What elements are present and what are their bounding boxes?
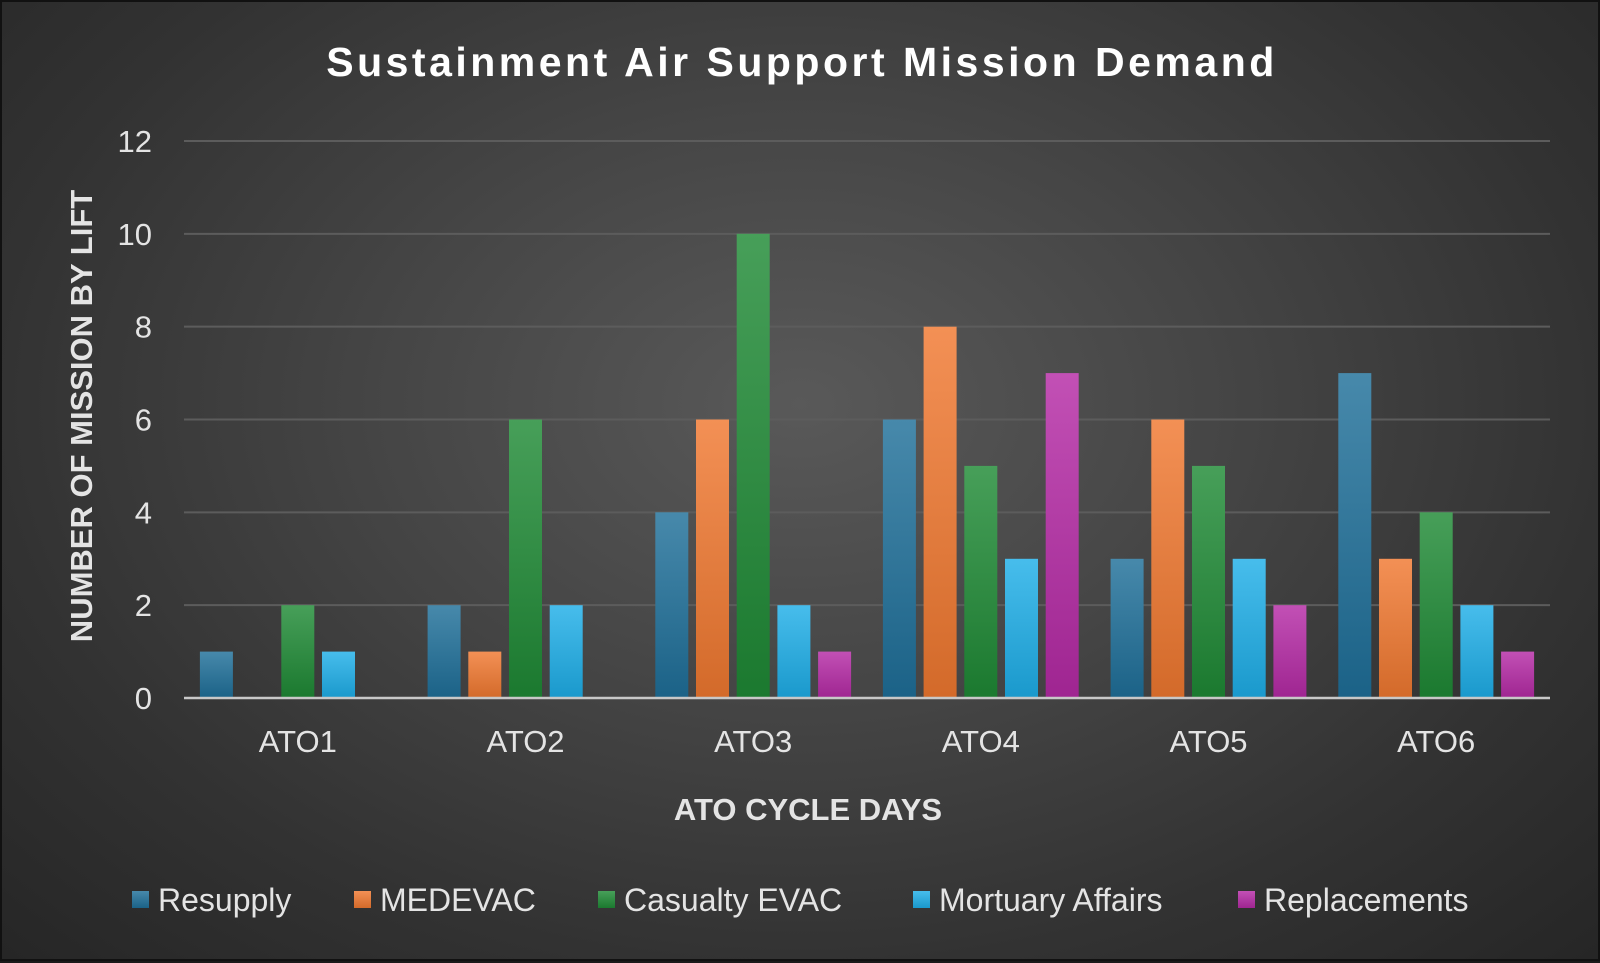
- bar-medevac-ato2: [468, 651, 502, 698]
- y-tick-label: 12: [118, 124, 152, 159]
- bar-casualty-evac-ato5: [1192, 465, 1225, 698]
- bar-replacements-ato4: [1045, 373, 1079, 698]
- bar-mortuary-affairs-ato3: [777, 605, 811, 698]
- legend-label: Mortuary Affairs: [939, 882, 1162, 918]
- legend-label: Casualty EVAC: [624, 882, 842, 918]
- bar-casualty-evac-ato2: [509, 419, 542, 698]
- bar-resupply-ato2: [427, 605, 461, 698]
- legend-swatch: [354, 891, 371, 908]
- y-tick-label: 0: [135, 681, 152, 716]
- bar-medevac-ato3: [696, 419, 729, 698]
- chart-title: Sustainment Air Support Mission Demand: [326, 39, 1278, 85]
- x-tick-label: ATO1: [259, 724, 337, 759]
- bar-casualty-evac-ato6: [1419, 512, 1453, 698]
- legend-swatch: [913, 891, 930, 908]
- bar-replacements-ato3: [818, 651, 852, 698]
- legend-label: Replacements: [1264, 882, 1469, 918]
- bar-replacements-ato5: [1273, 605, 1307, 698]
- bar-medevac-ato4: [923, 326, 957, 698]
- legend-swatch: [598, 891, 615, 908]
- y-axis-title: NUMBER OF MISSION BY LIFT: [64, 190, 99, 642]
- x-axis-title: ATO CYCLE DAYS: [674, 792, 942, 827]
- bar-casualty-evac-ato3: [736, 233, 770, 699]
- x-tick-label: ATO6: [1397, 724, 1475, 759]
- bars: [199, 233, 1535, 699]
- y-tick-label: 8: [135, 310, 152, 345]
- legend: Resupply MEDEVAC Casualty EVAC Mortuary Aff…: [132, 882, 1469, 918]
- legend-swatch: [1238, 891, 1255, 908]
- bar-resupply-ato1: [199, 651, 233, 698]
- x-axis-ticks: ATO1 ATO2 ATO3 ATO4 ATO5 ATO6: [259, 724, 1475, 759]
- bar-medevac-ato6: [1379, 558, 1412, 699]
- x-tick-label: ATO3: [714, 724, 792, 759]
- y-tick-label: 4: [135, 495, 152, 530]
- bar-mortuary-affairs-ato1: [322, 651, 355, 698]
- bar-resupply-ato6: [1338, 373, 1372, 698]
- legend-swatch: [132, 891, 149, 908]
- x-tick-label: ATO5: [1169, 724, 1247, 759]
- bar-resupply-ato5: [1110, 558, 1144, 699]
- bar-resupply-ato4: [882, 419, 916, 698]
- y-axis-ticks: 0 2 4 6 8 10 12: [118, 124, 152, 716]
- bar-casualty-evac-ato4: [964, 465, 998, 698]
- x-tick-label: ATO4: [942, 724, 1020, 759]
- gridlines: [184, 140, 1550, 607]
- bar-mortuary-affairs-ato5: [1232, 558, 1266, 699]
- bar-mortuary-affairs-ato4: [1005, 558, 1038, 699]
- bar-resupply-ato3: [655, 512, 689, 698]
- y-tick-label: 6: [135, 403, 152, 438]
- bar-mortuary-affairs-ato2: [549, 605, 583, 698]
- bar-mortuary-affairs-ato6: [1460, 605, 1494, 698]
- legend-label: Resupply: [158, 882, 291, 918]
- y-tick-label: 10: [118, 217, 152, 252]
- bar-casualty-evac-ato1: [281, 605, 315, 698]
- bar-medevac-ato5: [1151, 419, 1185, 698]
- bar-replacements-ato6: [1501, 651, 1535, 698]
- x-tick-label: ATO2: [486, 724, 564, 759]
- y-tick-label: 2: [135, 588, 152, 623]
- legend-label: MEDEVAC: [380, 882, 536, 918]
